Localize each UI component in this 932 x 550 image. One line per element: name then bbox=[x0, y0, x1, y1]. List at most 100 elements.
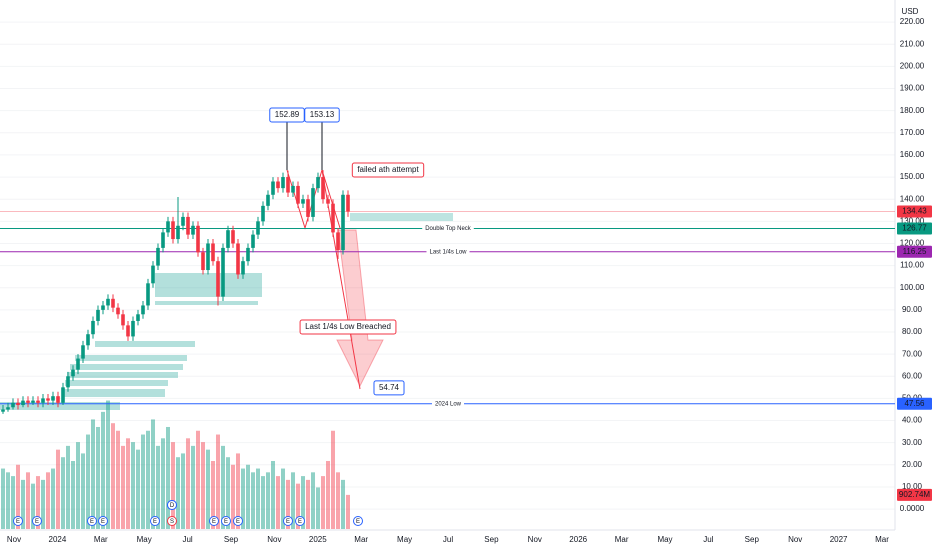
volume-bar bbox=[211, 460, 215, 529]
demand-zone bbox=[62, 389, 165, 397]
price-tag-label: 902.74M bbox=[899, 490, 930, 499]
event-icon bbox=[87, 516, 97, 526]
event-icon bbox=[98, 516, 108, 526]
y-tick-label: 210.00 bbox=[900, 39, 925, 48]
candle-body bbox=[16, 402, 20, 406]
volume-bar bbox=[206, 449, 210, 529]
currency: USD bbox=[902, 7, 919, 16]
candle-body bbox=[331, 203, 335, 233]
volume-bar bbox=[171, 442, 175, 529]
volume-bar bbox=[21, 479, 25, 529]
event-label: S bbox=[170, 519, 174, 525]
candle-body bbox=[61, 387, 65, 403]
y-tick-label: 150.00 bbox=[900, 172, 925, 181]
volume-bar bbox=[31, 483, 35, 529]
candle-body bbox=[76, 358, 80, 370]
volume-bar bbox=[306, 479, 310, 529]
event-icon bbox=[221, 516, 231, 526]
candle-body bbox=[71, 369, 75, 377]
candle-body bbox=[181, 216, 185, 226]
background-layer bbox=[0, 21, 895, 529]
volume-bar bbox=[276, 476, 280, 529]
x-tick-label: Nov bbox=[528, 535, 542, 544]
x-tick-label: Jul bbox=[443, 535, 453, 544]
level-name-bg bbox=[426, 247, 470, 256]
annotation: failed ath attempt bbox=[357, 165, 419, 174]
candle-body bbox=[151, 265, 155, 284]
volume-bar bbox=[236, 453, 240, 529]
volume-bar bbox=[311, 472, 315, 529]
demand-zone bbox=[65, 380, 168, 386]
volume-bar bbox=[76, 442, 80, 529]
price-callout: 152.89 bbox=[275, 110, 300, 119]
volume-bar bbox=[81, 453, 85, 529]
x-tick-label: 2027 bbox=[830, 535, 848, 544]
y-tick-label: 100.00 bbox=[900, 283, 925, 292]
candle-body bbox=[301, 199, 305, 204]
candle-body bbox=[121, 314, 125, 326]
candle-body bbox=[251, 234, 255, 248]
candle-body bbox=[336, 232, 340, 251]
volume-bar bbox=[261, 476, 265, 529]
y-tick-label: 140.00 bbox=[900, 194, 925, 203]
volume-bar bbox=[106, 400, 110, 529]
candle-body bbox=[101, 305, 105, 310]
candle-body bbox=[141, 305, 145, 315]
y-tick-label: 110.00 bbox=[900, 261, 924, 270]
volume-bar bbox=[286, 479, 290, 529]
volume-bar bbox=[301, 476, 305, 529]
volume-bar bbox=[331, 430, 335, 529]
event-label: E bbox=[286, 519, 290, 525]
volume-bar bbox=[246, 464, 250, 529]
candle-body bbox=[156, 247, 160, 266]
demand-zone bbox=[0, 402, 120, 410]
x-tick-label: Jul bbox=[182, 535, 192, 544]
x-tick-label: 2025 bbox=[309, 535, 327, 544]
volume-bar bbox=[161, 438, 165, 529]
price-callout-box bbox=[269, 107, 305, 123]
candle-body bbox=[191, 225, 195, 235]
y-tick-label: 180.00 bbox=[900, 106, 925, 115]
volume-bar bbox=[186, 438, 190, 529]
candle-body bbox=[86, 334, 90, 346]
y-tick-label: 10.00 bbox=[902, 482, 923, 491]
y-tick-label: 30.00 bbox=[902, 438, 923, 447]
demand-zone bbox=[70, 364, 183, 370]
volume-bar bbox=[241, 468, 245, 529]
candle-body bbox=[136, 314, 140, 321]
y-tick-label: 70.00 bbox=[902, 349, 923, 358]
candle-body bbox=[126, 325, 130, 337]
volume-bar bbox=[6, 472, 10, 529]
volume-bar bbox=[1, 468, 5, 529]
candle-body bbox=[166, 221, 170, 233]
target-callout: 54.74 bbox=[379, 383, 400, 392]
volume-bar bbox=[196, 430, 200, 529]
event-label: E bbox=[224, 519, 228, 525]
target-arrow bbox=[336, 229, 384, 388]
x-tick-label: Mar bbox=[94, 535, 108, 544]
price-callout: 153.13 bbox=[310, 110, 335, 119]
supply-zone bbox=[350, 213, 453, 221]
y-tick-label: 120.00 bbox=[900, 239, 925, 248]
candle-body bbox=[46, 398, 50, 401]
level-name: Last 1/4s Low bbox=[429, 249, 467, 255]
volume-bar bbox=[116, 430, 120, 529]
y-tick-label: 20.00 bbox=[902, 460, 923, 469]
volume-bar bbox=[256, 468, 260, 529]
y-tick-label: 90.00 bbox=[902, 305, 923, 314]
candle-body bbox=[261, 205, 265, 222]
zones bbox=[0, 213, 453, 410]
price-callout-box bbox=[304, 107, 340, 123]
event-icon bbox=[32, 516, 42, 526]
event-label: E bbox=[212, 519, 216, 525]
volume-bar bbox=[271, 460, 275, 529]
demand-zone bbox=[155, 273, 262, 297]
volume-bar bbox=[136, 449, 140, 529]
candle-body bbox=[106, 298, 110, 306]
volume-bar bbox=[321, 476, 325, 529]
candle-body bbox=[6, 407, 10, 410]
volume-bar bbox=[101, 411, 105, 529]
candle-body bbox=[341, 194, 345, 251]
volume-bar bbox=[51, 468, 55, 529]
